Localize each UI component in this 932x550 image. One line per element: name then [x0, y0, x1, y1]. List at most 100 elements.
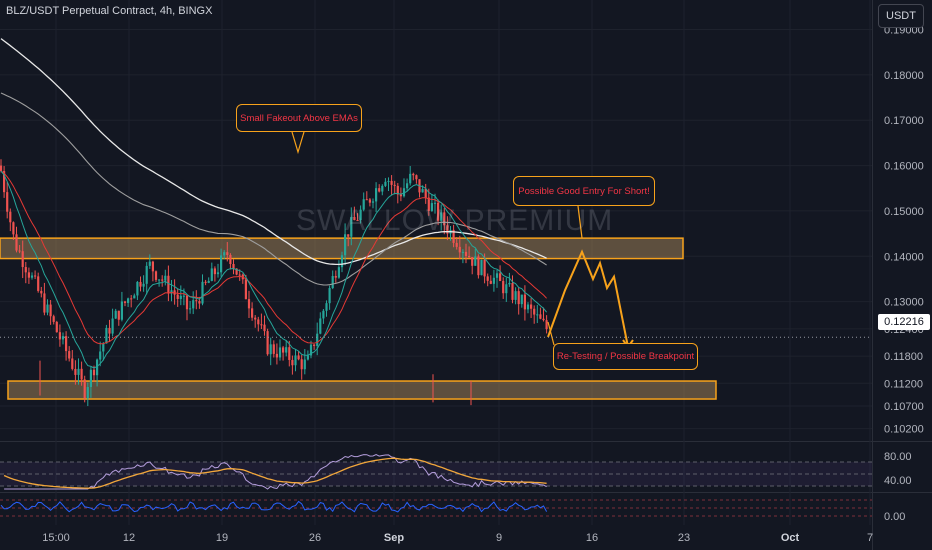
- candle-body: [303, 359, 306, 370]
- chart-title: BLZ/USDT Perpetual Contract, 4h, BINGX: [6, 5, 213, 17]
- candle-body: [161, 279, 164, 281]
- candle-body: [421, 188, 424, 193]
- candle-body: [443, 212, 446, 226]
- candle-body: [294, 355, 297, 366]
- candle-body: [334, 276, 337, 278]
- watermark: SWALLOW PREMIUM: [296, 204, 614, 237]
- candle-body: [216, 272, 220, 275]
- candle-body: [514, 291, 517, 300]
- candle-body: [455, 242, 458, 247]
- candle-body: [12, 222, 15, 235]
- candle-body: [130, 298, 133, 300]
- candle-body: [440, 212, 443, 221]
- candle-body: [127, 298, 130, 303]
- candle-body: [40, 290, 43, 294]
- candle-body: [55, 321, 58, 333]
- time-tick-label: 19: [216, 532, 228, 544]
- candle-body: [285, 347, 288, 353]
- candle-body: [350, 217, 353, 237]
- candle-body: [99, 351, 102, 360]
- candle-body: [480, 259, 483, 276]
- candle-body: [139, 281, 142, 287]
- price-tick-label: 0.11800: [884, 351, 923, 363]
- candle-body: [381, 185, 384, 192]
- candle-body: [120, 301, 123, 320]
- annotation-fakeout: Small Fakeout Above EMAs: [236, 104, 362, 132]
- candle-body: [167, 275, 170, 294]
- candle-body: [111, 318, 114, 334]
- candle-body: [396, 185, 399, 195]
- time-tick-label: 16: [586, 532, 598, 544]
- candle-body: [65, 336, 68, 352]
- candle-body: [505, 284, 508, 294]
- candle-body: [176, 294, 179, 299]
- candle-body: [189, 308, 192, 310]
- time-tick-label: 12: [123, 532, 135, 544]
- candle-body: [195, 300, 198, 302]
- candle-body: [368, 199, 371, 203]
- candle-body: [309, 344, 313, 356]
- candle-body: [34, 275, 37, 277]
- candle-body: [154, 271, 158, 280]
- candle-body: [46, 304, 49, 313]
- annotation-entry: Possible Good Entry For Short!: [513, 176, 655, 206]
- candle-body: [254, 317, 257, 320]
- candle-body: [359, 209, 362, 221]
- candle-body: [517, 291, 520, 305]
- candle-body: [353, 217, 356, 221]
- candle-body: [542, 318, 545, 321]
- candle-body: [213, 268, 216, 275]
- candle-body: [21, 251, 24, 268]
- candle-body: [238, 274, 241, 276]
- candle-body: [102, 343, 105, 352]
- ema-short-line: [0, 170, 547, 345]
- candle-body: [406, 183, 409, 189]
- candle-body: [198, 301, 201, 304]
- candle-body: [232, 263, 235, 269]
- candle-body: [269, 344, 272, 355]
- candle-body: [409, 173, 412, 184]
- candle-body: [251, 308, 254, 318]
- candle-body: [52, 316, 55, 322]
- candle-body: [458, 246, 461, 253]
- candle-body: [18, 250, 21, 252]
- currency-button[interactable]: USDT: [878, 4, 924, 28]
- candle-body: [322, 310, 325, 319]
- rsi-tick-label: 80.00: [884, 451, 912, 463]
- candle-body: [486, 276, 489, 281]
- candle-body: [424, 188, 427, 198]
- candle-body: [288, 347, 291, 360]
- candle-body: [244, 279, 247, 300]
- lower-tick-label: 0.00: [884, 511, 905, 523]
- candle-body: [151, 261, 154, 272]
- candle-body: [71, 358, 74, 369]
- candle-body: [86, 387, 89, 399]
- candle-body: [313, 344, 316, 346]
- candle-body: [37, 276, 40, 291]
- candle-body: [437, 202, 440, 221]
- candle-body: [430, 203, 433, 211]
- price-tick-label: 0.11200: [884, 378, 923, 390]
- candle-body: [402, 188, 406, 197]
- candle-body: [502, 280, 505, 294]
- candle-body: [344, 234, 347, 256]
- candle-body: [207, 280, 210, 283]
- candle-body: [182, 295, 185, 297]
- candle-body: [539, 314, 542, 319]
- candle-body: [468, 255, 471, 258]
- candle-body: [533, 308, 536, 315]
- candle-body: [220, 255, 223, 273]
- candle-body: [235, 268, 238, 275]
- candle-body: [300, 359, 303, 370]
- candle-body: [179, 295, 182, 299]
- candle-body: [378, 188, 381, 192]
- candle-body: [105, 327, 108, 344]
- candle-body: [291, 359, 294, 366]
- price-tick-label: 0.15000: [884, 206, 924, 218]
- current-price-label: 0.12216: [878, 314, 930, 330]
- price-tick-label: 0.17000: [884, 115, 924, 127]
- candle-body: [43, 293, 46, 313]
- candle-body: [192, 300, 195, 309]
- candle-body: [387, 180, 390, 182]
